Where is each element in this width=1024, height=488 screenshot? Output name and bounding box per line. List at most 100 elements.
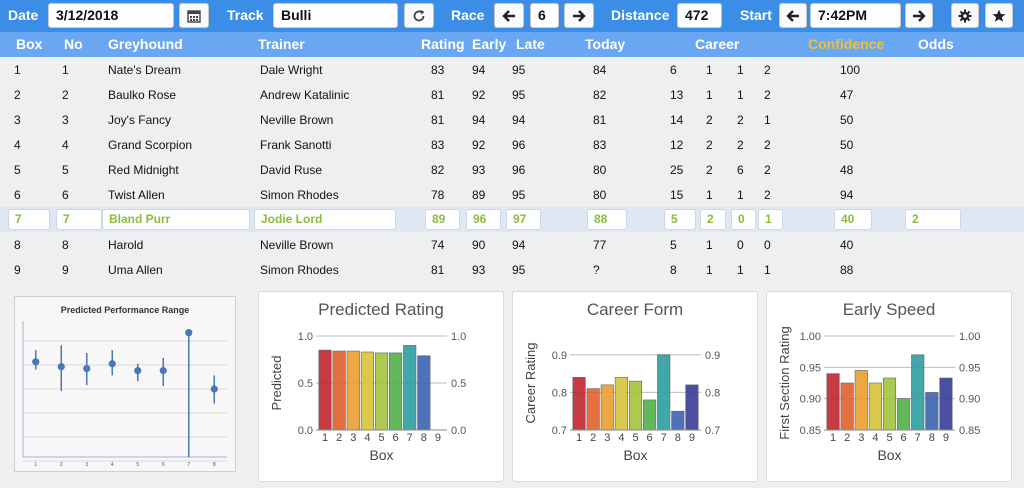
row-career-starts: 8	[670, 263, 677, 277]
row-rating[interactable]: 89	[425, 209, 460, 230]
table-row[interactable]: 3 3 Joy's Fancy Neville Brown 81 94 94 81 14 2 2 1 5…	[0, 107, 1024, 132]
table-row[interactable]: 5 5 Red Midnight David Ruse 82 93 96 80 25 2 6 2 48	[0, 157, 1024, 182]
row-greyhound: Baulko Rose	[108, 88, 177, 102]
row-career-wins: 1	[706, 263, 713, 277]
row-trainer: Frank Sanotti	[260, 138, 332, 152]
table-row[interactable]: 8 8 Harold Neville Brown 74 90 94 77 5 1 0 0 40	[0, 232, 1024, 257]
race-next-button[interactable]	[564, 3, 594, 28]
x-tick-label: 1	[830, 432, 836, 444]
row-today: 83	[593, 138, 607, 152]
row-late: 94	[512, 238, 526, 252]
col-confidence[interactable]: Confidence	[808, 36, 885, 52]
row-rating: 83	[431, 138, 445, 152]
table-row[interactable]: 9 9 Uma Allen Simon Rhodes 81 93 95? 8 1 1 1 88	[0, 257, 1024, 282]
col-no[interactable]: No	[64, 36, 83, 52]
table-row[interactable]: 6 6 Twist Allen Simon Rhodes 78 89 95 80 15 1 1 2 94	[0, 182, 1024, 207]
x-tick-label: 4	[618, 432, 624, 444]
table-row[interactable]: 4 4 Grand Scorpion Frank Sanotti 83 92 96 83 12 2…	[0, 132, 1024, 157]
x-tick-label: 8	[675, 432, 681, 444]
bar	[911, 354, 925, 431]
x-tick-label: 1	[322, 432, 328, 444]
row-career-thirds: 2	[764, 163, 771, 177]
calendar-button[interactable]	[179, 3, 209, 28]
row-box[interactable]: 7	[8, 209, 50, 230]
row-today: 80	[593, 188, 607, 202]
bar	[614, 377, 628, 431]
row-today: 77	[593, 238, 607, 252]
row-trainer: Neville Brown	[260, 238, 334, 252]
col-rating[interactable]: Rating	[421, 36, 465, 52]
x-tick-label: 2	[590, 432, 596, 444]
row-greyhound: Twist Allen	[108, 188, 165, 202]
x-tick-label: 1	[576, 432, 582, 444]
race-label: Race	[451, 7, 485, 23]
race-field[interactable]: 6	[530, 3, 559, 28]
x-tick-label: 7	[661, 432, 667, 444]
row-career-starts[interactable]: 5	[664, 209, 696, 230]
refresh-button[interactable]	[404, 3, 434, 28]
col-career[interactable]: Career	[695, 36, 740, 52]
race-prev-button[interactable]	[494, 3, 524, 28]
start-time-field[interactable]: 7:42PM	[810, 3, 901, 28]
settings-button[interactable]	[951, 3, 979, 28]
row-odds[interactable]: 2	[905, 209, 961, 230]
col-box[interactable]: Box	[16, 36, 43, 52]
bar	[882, 377, 897, 431]
favorite-button[interactable]	[985, 3, 1013, 28]
col-trainer[interactable]: Trainer	[258, 36, 305, 52]
col-odds[interactable]: Odds	[918, 36, 954, 52]
row-career-starts: 14	[670, 113, 684, 127]
row-career-seconds[interactable]: 0	[731, 209, 756, 230]
col-today[interactable]: Today	[585, 36, 626, 52]
date-field[interactable]: 3/12/2018	[48, 3, 174, 28]
row-late: 96	[512, 163, 526, 177]
bar	[389, 352, 403, 431]
row-trainer[interactable]: Jodie Lord	[254, 209, 396, 230]
start-next-button[interactable]	[905, 3, 933, 28]
bar	[671, 410, 685, 431]
distance-field[interactable]: 472	[677, 3, 722, 28]
x-tick-label: 8	[929, 432, 935, 444]
table-row[interactable]: 7 7 Bland Purr Jodie Lord 89 96 97 88 5 2 0 1 40 2	[0, 207, 1024, 232]
row-career-seconds: 2	[737, 138, 744, 152]
row-career-starts: 5	[670, 238, 677, 252]
row-career-wins: 1	[706, 63, 713, 77]
col-greyhound[interactable]: Greyhound	[108, 36, 183, 52]
arrow-left-icon	[786, 9, 799, 22]
x-tick-label: 3	[350, 432, 356, 444]
row-career-wins[interactable]: 2	[700, 209, 726, 230]
row-greyhound[interactable]: Bland Purr	[102, 209, 250, 230]
row-early[interactable]: 96	[466, 209, 501, 230]
row-career-wins: 1	[706, 88, 713, 102]
arrow-left-icon	[502, 9, 515, 22]
row-today[interactable]: 88	[587, 209, 627, 230]
x-tick-label: 5	[378, 432, 384, 444]
row-confidence[interactable]: 40	[834, 209, 872, 230]
table-row[interactable]: 2 2 Baulko Rose Andrew Katalinic 81 92 95 82 13 1…	[0, 82, 1024, 107]
x-tick-label: 8	[213, 462, 216, 468]
predicted-rating-panel: Predicted Rating 0.0 0.0 0.5 0.5 1.0 1.0 1 2 3 4 5…	[258, 291, 504, 482]
x-tick-label: 4	[364, 432, 370, 444]
data-point	[32, 358, 40, 366]
x-tick-label: 6	[901, 432, 907, 444]
x-tick-label: 1	[34, 462, 37, 468]
row-career-thirds[interactable]: 1	[758, 209, 783, 230]
data-point	[159, 366, 167, 375]
y-tick-label-right: 0.7	[705, 425, 720, 437]
bar	[840, 382, 854, 431]
y-tick-label: 0.90	[800, 394, 821, 406]
x-tick-label: 6	[647, 432, 653, 444]
y-tick-label: 0.8	[552, 387, 567, 399]
row-box: 5	[14, 163, 21, 177]
row-late[interactable]: 97	[506, 209, 541, 230]
y-tick-label-right: 0.8	[705, 387, 720, 399]
col-late[interactable]: Late	[516, 36, 545, 52]
col-early[interactable]: Early	[472, 36, 507, 52]
start-prev-button[interactable]	[779, 3, 807, 28]
table-row[interactable]: 1 1 Nate's Dream Dale Wright 83 94 95 84 6 1 1 2 100	[0, 57, 1024, 82]
row-no[interactable]: 7	[56, 209, 102, 230]
track-field[interactable]: Bulli	[273, 3, 398, 28]
row-early: 92	[472, 138, 486, 152]
row-greyhound: Harold	[108, 238, 144, 252]
y-tick-label-right: 0.95	[959, 362, 980, 374]
